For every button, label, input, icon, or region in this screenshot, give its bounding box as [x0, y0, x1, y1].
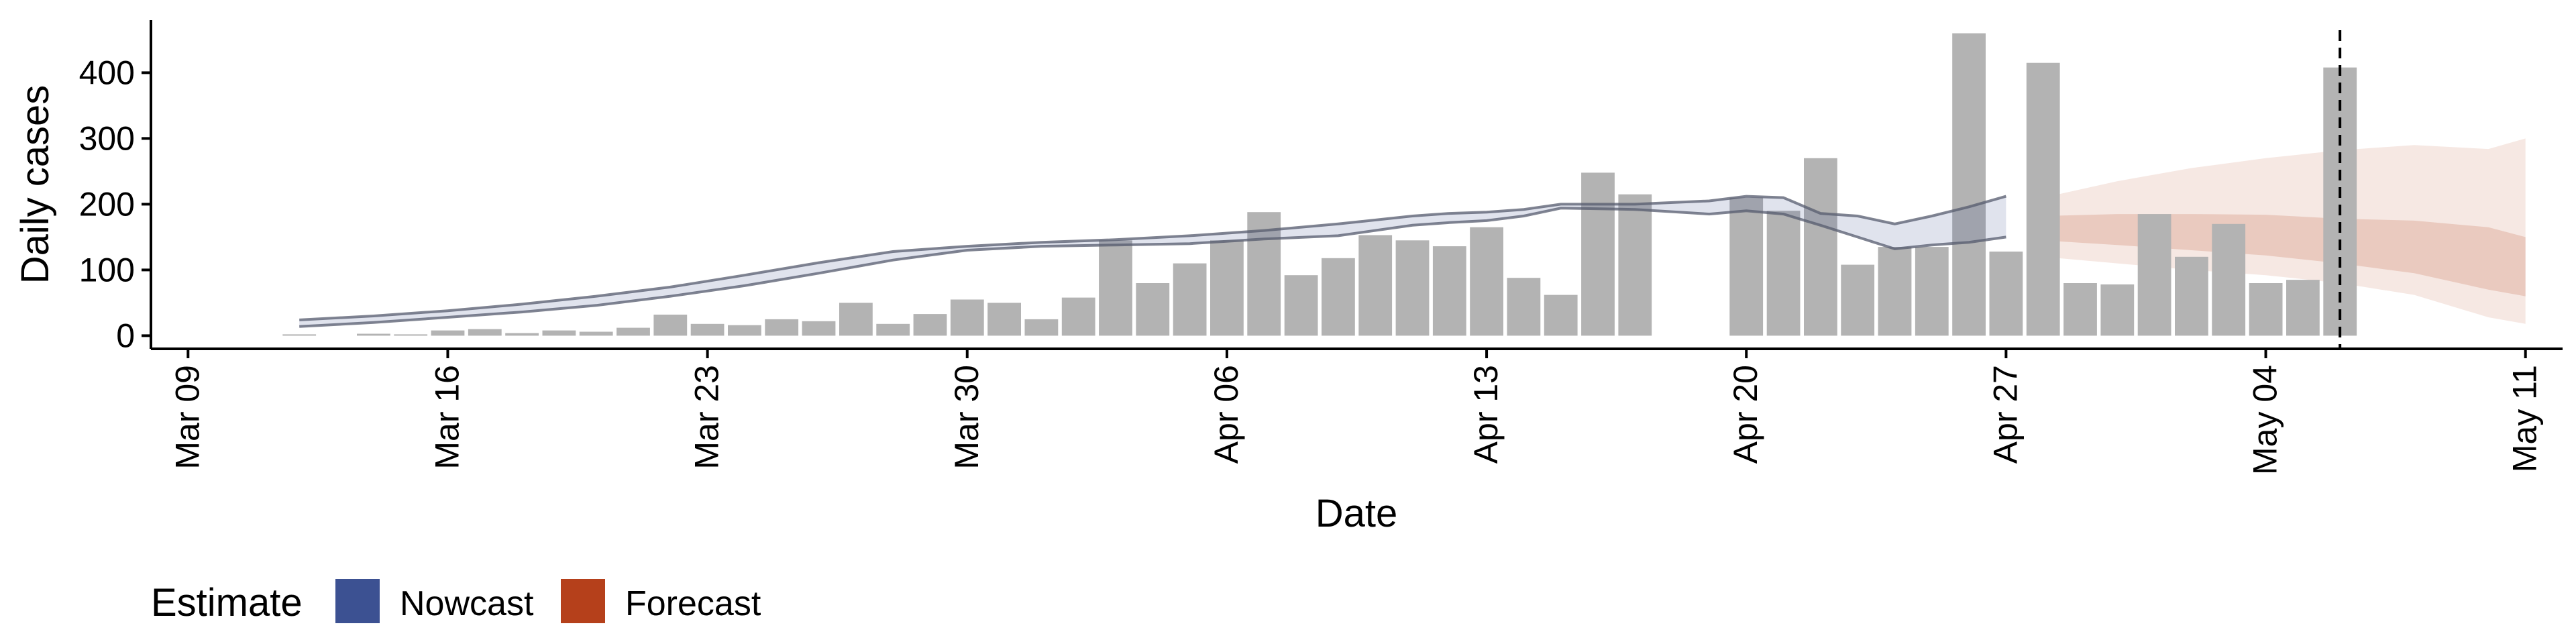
- bar: [2137, 214, 2171, 336]
- bar: [1136, 283, 1170, 336]
- bar: [2323, 67, 2357, 336]
- x-tick-label: May 04: [2247, 365, 2284, 475]
- x-tick-label: Mar 30: [948, 365, 985, 470]
- bar: [2249, 283, 2283, 336]
- axes: [150, 20, 2563, 350]
- bar: [579, 331, 613, 336]
- bar: [2175, 256, 2208, 336]
- bar: [1878, 247, 1912, 336]
- bar: [2212, 223, 2246, 336]
- nowcast-lower-line: [299, 207, 2006, 328]
- bar: [2026, 62, 2060, 336]
- bar: [1470, 227, 1503, 336]
- x-tick-label: Apr 27: [1986, 365, 2024, 464]
- x-ticks: Mar 09 Mar 16 Mar 23 Mar 30 Apr 06 Apr 13 Apr …: [168, 349, 2544, 475]
- y-tick-label: 300: [79, 119, 135, 157]
- bar: [431, 330, 465, 336]
- bar: [1581, 172, 1615, 336]
- bar: [1432, 246, 1466, 336]
- bar: [1173, 263, 1207, 336]
- bar: [1841, 264, 1875, 336]
- legend-label: Nowcast: [400, 584, 534, 623]
- bar: [1247, 212, 1281, 336]
- x-tick-label: Apr 06: [1208, 365, 1245, 464]
- bar: [950, 299, 984, 336]
- bar: [690, 323, 724, 336]
- y-tick-label: 200: [79, 185, 135, 223]
- bar: [357, 333, 390, 336]
- bar: [1952, 33, 1986, 336]
- legend-swatch: [335, 579, 380, 623]
- legend: Estimate Nowcast Forecast: [151, 579, 761, 625]
- bar: [765, 319, 799, 336]
- y-tick-label: 100: [79, 251, 135, 288]
- nowcast-ribbon: [299, 195, 2006, 328]
- bar: [1729, 197, 1764, 336]
- bar: [1507, 278, 1541, 336]
- bar: [282, 334, 317, 336]
- nowcast-ribbon: [299, 196, 2006, 327]
- bar: [1915, 247, 1949, 336]
- y-tick-label: 400: [79, 54, 135, 91]
- bar: [1099, 240, 1132, 336]
- bar: [1284, 275, 1318, 336]
- bar: [1395, 240, 1430, 336]
- bar: [2063, 283, 2097, 336]
- bar: [987, 303, 1021, 336]
- bar: [1989, 252, 2023, 336]
- bar: [394, 334, 428, 336]
- bar: [1322, 258, 1355, 336]
- bar: [542, 330, 576, 336]
- bar: [1061, 297, 1095, 336]
- x-tick-label: Apr 13: [1467, 365, 1505, 464]
- bar: [468, 329, 502, 336]
- bar: [839, 303, 873, 336]
- bar: [802, 321, 836, 336]
- bar: [1804, 158, 1837, 336]
- x-tick-label: Mar 09: [168, 365, 206, 470]
- y-ticks: 0 100 200 300 400: [79, 54, 151, 354]
- bar: [2100, 284, 2135, 336]
- x-tick-label: Mar 16: [429, 365, 466, 470]
- nowcast-upper-line: [299, 195, 2006, 321]
- x-tick-label: May 11: [2506, 365, 2544, 472]
- x-axis-title: Date: [1316, 492, 1398, 535]
- bar: [1024, 319, 1059, 336]
- y-axis-title: Daily cases: [13, 85, 57, 284]
- legend-swatch: [561, 579, 605, 623]
- bar: [1544, 294, 1578, 336]
- bar: [876, 323, 910, 336]
- bar: [1358, 235, 1393, 336]
- bar: [653, 315, 688, 336]
- bars: [282, 33, 2357, 336]
- bar: [616, 327, 650, 336]
- bar: [913, 314, 947, 336]
- x-tick-label: Mar 23: [688, 365, 726, 470]
- forecast-ribbon-90: [2043, 138, 2526, 324]
- y-tick-label: 0: [116, 317, 135, 354]
- bar: [2286, 280, 2320, 336]
- x-tick-label: Apr 20: [1727, 365, 1764, 464]
- legend-title: Estimate: [151, 581, 303, 625]
- bar: [1766, 211, 1801, 336]
- bar: [1210, 240, 1244, 336]
- bar: [1618, 194, 1652, 336]
- legend-label: Forecast: [625, 584, 761, 623]
- bar: [505, 333, 539, 336]
- bar: [728, 325, 761, 336]
